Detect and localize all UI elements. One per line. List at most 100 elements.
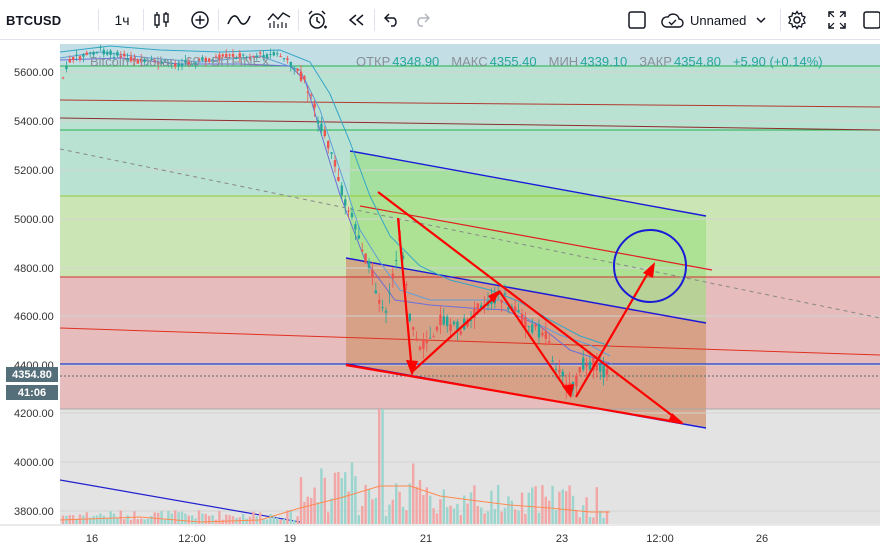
redo-button[interactable] [410, 6, 434, 34]
volume-bar [204, 514, 207, 524]
compare-button[interactable] [264, 6, 294, 34]
trend-line-red[interactable] [59, 99, 880, 108]
volume-bar [425, 487, 428, 524]
high-label: МАКС [451, 54, 488, 69]
toolbar-divider [374, 9, 375, 31]
trend-line-darkred[interactable] [59, 117, 880, 131]
candle-body [476, 303, 479, 312]
volume-bar [310, 497, 313, 524]
fullscreen-button[interactable] [824, 6, 850, 34]
channel-middle-line[interactable] [345, 257, 707, 324]
target-circle-drawing[interactable] [613, 229, 687, 303]
price-axis[interactable] [0, 40, 60, 525]
arrow-drawings[interactable] [345, 191, 683, 425]
undo-button[interactable] [380, 6, 404, 34]
add-indicator-button[interactable] [186, 6, 214, 34]
indicators-button[interactable] [150, 6, 174, 34]
candle-body [456, 321, 459, 330]
candle-body [514, 306, 517, 311]
candle-body [197, 58, 201, 62]
chevron-down-icon [756, 16, 766, 24]
symbol-search[interactable]: BTCUSD [6, 12, 62, 28]
grid [60, 71, 880, 512]
candle-body [503, 293, 507, 295]
settings-button[interactable] [784, 6, 810, 34]
channel-upper-line[interactable] [349, 150, 707, 217]
open-value: 4348.90 [392, 54, 440, 69]
fullscreen-toggle-button[interactable] [624, 6, 650, 34]
candle-body [361, 249, 364, 252]
candle-body [299, 71, 303, 81]
volume-bar [490, 490, 493, 524]
candle-body [595, 361, 598, 371]
volume-bar [595, 487, 598, 524]
price-tick: 5000.00 [14, 214, 54, 226]
alert-button[interactable] [304, 6, 330, 34]
volume-bar [554, 509, 558, 524]
volume-bar [585, 497, 588, 524]
volume-bar [170, 513, 173, 524]
chart-style-line-button[interactable] [224, 6, 254, 34]
volume-bar [92, 515, 95, 524]
volume-bar [218, 510, 221, 524]
time-axis[interactable] [60, 525, 880, 550]
candle-body [452, 321, 456, 325]
volume-bar [405, 510, 408, 524]
chart-pane[interactable]: 5600.00 5400.00 5200.00 5000.00 4800.00 … [0, 40, 880, 550]
trend-line-red-channel[interactable] [359, 205, 713, 271]
candle-body [401, 255, 405, 259]
time-tick: 12:00 [178, 533, 206, 545]
candle-body [211, 59, 214, 62]
interval-button[interactable]: 1ч [114, 12, 130, 28]
replay-button[interactable] [344, 6, 368, 34]
candle-body [218, 54, 221, 60]
price-tick: 4000.00 [14, 457, 54, 469]
candle-body [374, 290, 377, 294]
volume-bar [588, 516, 592, 524]
candle-body [204, 58, 207, 62]
candle-body [337, 177, 340, 181]
volume-bar [446, 507, 449, 524]
volume-bar [143, 519, 146, 524]
volume-bar [306, 496, 309, 524]
volume-bar [357, 515, 360, 524]
high-value: 4355.40 [489, 54, 537, 69]
series-legend[interactable]: Bitcoin / Dollar · 60 · BITFINEX [90, 54, 270, 69]
price-tick: 4200.00 [14, 408, 54, 420]
candle-body [551, 360, 554, 362]
candle-body [170, 63, 173, 65]
volume-bar [398, 491, 401, 524]
layout-save-button[interactable]: Unnamed [660, 6, 782, 34]
candle-body [248, 57, 252, 59]
trend-line-red-lower[interactable] [59, 327, 880, 356]
volume-bar [102, 515, 105, 524]
candle-body [561, 371, 564, 377]
trend-line-dashed[interactable] [59, 148, 880, 319]
volume-bar [259, 512, 262, 524]
volume-bar [456, 503, 459, 524]
volume-bar [112, 513, 116, 524]
candle-body [255, 55, 258, 58]
candle-body [112, 57, 116, 59]
candle-body [507, 306, 510, 310]
volume-bar [422, 494, 425, 524]
volume-bar [367, 488, 371, 524]
volume-bar [221, 519, 224, 524]
candle-body [85, 52, 88, 55]
candle-body [418, 346, 422, 350]
candle-body [432, 336, 435, 338]
price-chart[interactable]: 5600.00 5400.00 5200.00 5000.00 4800.00 … [0, 40, 880, 550]
more-button[interactable] [860, 6, 880, 34]
volume-bar [95, 515, 99, 524]
volume-bar [184, 513, 187, 524]
volume-bar [537, 512, 541, 524]
candle-body [534, 324, 537, 327]
arrow-heads [406, 262, 684, 424]
candle-body [221, 54, 224, 57]
volume-bar [361, 505, 364, 524]
volume-bar [286, 510, 289, 524]
volume-bar [116, 517, 119, 524]
volume-bar [242, 513, 245, 524]
toolbar-divider [780, 9, 781, 31]
candle-body [252, 55, 255, 57]
